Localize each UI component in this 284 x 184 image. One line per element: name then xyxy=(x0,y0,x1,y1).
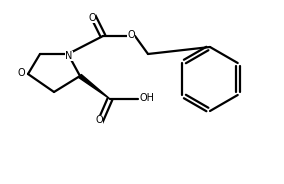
Text: O: O xyxy=(95,115,103,125)
Text: O: O xyxy=(88,13,96,23)
Text: OH: OH xyxy=(139,93,154,103)
Text: O: O xyxy=(17,68,25,78)
Text: O: O xyxy=(127,30,135,40)
Polygon shape xyxy=(79,74,110,99)
Text: N: N xyxy=(65,51,73,61)
